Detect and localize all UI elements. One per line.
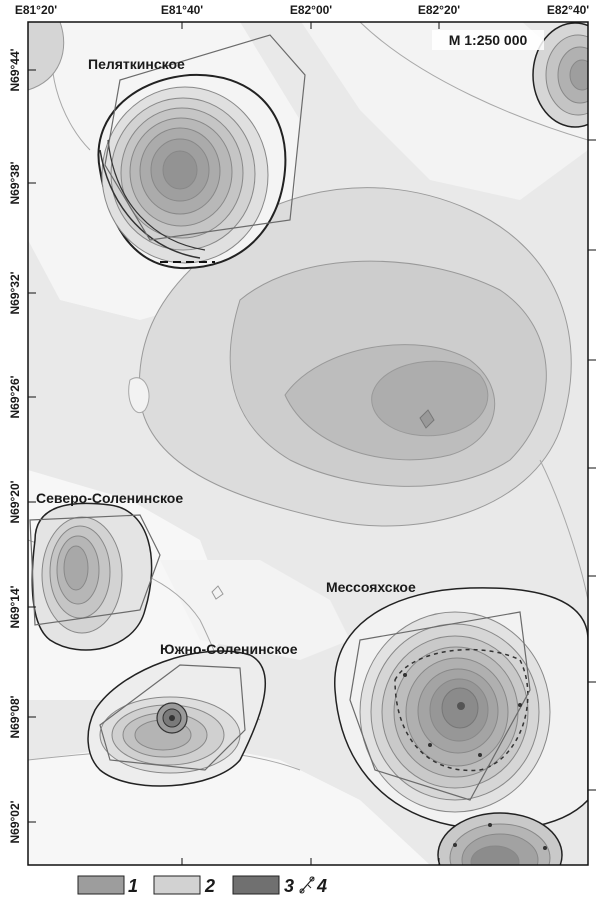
severo-soleninskoe-structure xyxy=(29,502,161,651)
legend-swatch-2 xyxy=(153,875,201,895)
yuzhno-soleninskoe-structure xyxy=(87,650,266,787)
northeast-structure xyxy=(532,22,588,128)
lat-label-69-02: N69°02' xyxy=(8,800,22,843)
legend-label-2: 2 xyxy=(204,876,215,896)
lat-label-69-44: N69°44' xyxy=(8,48,22,91)
legend-label-1: 1 xyxy=(128,876,138,896)
lon-label-81-20: E81°20' xyxy=(15,3,57,17)
top-ticks xyxy=(181,22,440,29)
lon-label-81-40: E81°40' xyxy=(161,3,203,17)
lon-label-82-40: E82°40' xyxy=(547,3,589,17)
scale-label: M 1:250 000 xyxy=(449,32,528,48)
field-label-messoyakhskoe: Мессояхское xyxy=(326,579,416,595)
pelyatkinskoe-structure xyxy=(97,34,306,270)
lat-label-69-20: N69°20' xyxy=(8,480,22,523)
legend-label-4: 4 xyxy=(316,876,327,896)
lat-label-69-26: N69°26' xyxy=(8,375,22,418)
legend-swatch-3 xyxy=(232,875,280,895)
left-ticks xyxy=(28,69,36,823)
well-symbol-icon xyxy=(299,876,315,894)
southeast-structure xyxy=(437,812,563,865)
right-ticks xyxy=(588,139,596,791)
legend-label-3: 3 xyxy=(284,876,294,896)
legend: 1 2 3 4 xyxy=(77,875,327,896)
lon-label-82-20: E82°20' xyxy=(418,3,460,17)
map-frame xyxy=(27,21,589,866)
lat-label-69-38: N69°38' xyxy=(8,161,22,204)
lat-label-69-32: N69°32' xyxy=(8,271,22,314)
map-area xyxy=(28,22,588,865)
lon-label-82-00: E82°00' xyxy=(290,3,332,17)
field-label-pelyatkinskoe: Пеляткинское xyxy=(88,56,185,72)
legend-swatch-1 xyxy=(77,875,125,895)
field-label-severo-soleninskoe: Северо-Соленинское xyxy=(36,490,183,506)
messoyakhskoe-structure xyxy=(334,587,588,831)
bottom-ticks xyxy=(181,858,440,865)
lat-label-69-14: N69°14' xyxy=(8,585,22,628)
field-label-yuzhno-soleninskoe: Южно-Соленинское xyxy=(160,641,298,657)
lat-label-69-08: N69°08' xyxy=(8,695,22,738)
